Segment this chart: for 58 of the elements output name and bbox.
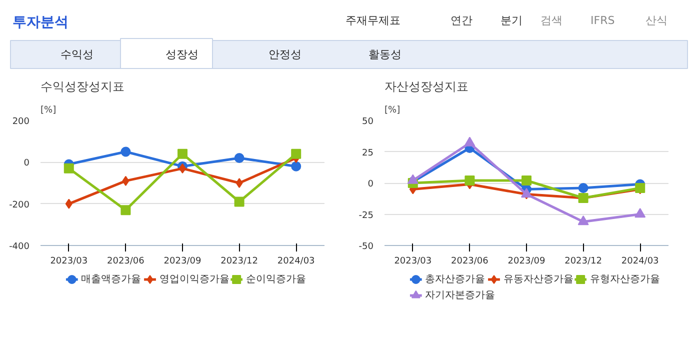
text: 성장성 — [166, 48, 198, 61]
legend-label: 영업이익증가율 — [159, 274, 230, 285]
point — [578, 183, 588, 193]
y-axis-title: [%] — [40, 106, 56, 116]
x-tick-label: 2023/12 — [220, 256, 258, 266]
text: 투자분석 — [12, 14, 68, 30]
point — [407, 174, 418, 184]
y-tick-label: 0 — [368, 180, 374, 190]
y-tick-label: -25 — [358, 210, 374, 221]
point — [236, 178, 243, 188]
legend-label: 총자산증가율 — [425, 274, 486, 285]
text: 분기 — [500, 14, 522, 27]
legend-label: 유형자산증가율 — [590, 274, 660, 285]
y-tick-label: 50 — [362, 117, 374, 127]
text: 활동성 — [368, 48, 402, 61]
point — [120, 146, 131, 157]
y-tick-label: -400 — [9, 242, 30, 252]
point — [634, 208, 646, 218]
y-tick-label: 200 — [12, 117, 30, 127]
point — [65, 198, 72, 209]
y-tick-label: 0 — [24, 158, 30, 169]
y-tick-label: 25 — [362, 148, 374, 158]
point — [234, 153, 244, 163]
text: 안정성 — [268, 48, 302, 61]
y-axis-title: [%] — [384, 106, 400, 116]
x-tick-label: 2024/03 — [621, 256, 659, 266]
x-tick-label: 2023/12 — [564, 256, 602, 266]
point — [464, 176, 475, 186]
chart-title: 자산성장성지표 — [384, 80, 468, 94]
point — [578, 215, 589, 226]
text: 수익성 — [60, 48, 94, 61]
y-tick-label: -200 — [9, 200, 30, 210]
x-tick-label: 2023/09 — [164, 256, 202, 266]
point — [522, 176, 532, 186]
text: 주재무제표 — [346, 14, 400, 27]
point — [234, 196, 244, 207]
x-tick-label: 2023/06 — [107, 256, 145, 266]
x-tick-label: 2024/03 — [277, 256, 315, 266]
point — [178, 148, 188, 159]
point — [120, 205, 131, 216]
text: 검색 — [540, 14, 562, 27]
x-tick-label: 2023/06 — [451, 256, 489, 266]
point — [291, 148, 302, 159]
legend-label: 유동자산증가율 — [503, 274, 574, 285]
point — [291, 161, 302, 172]
chart-title: 수익성장성지표 — [40, 80, 124, 94]
point — [122, 176, 130, 186]
x-tick-label: 2023/03 — [50, 256, 88, 266]
legend-label: 순이익증가율 — [246, 274, 306, 285]
x-tick-label: 2023/09 — [508, 256, 546, 266]
x-tick-label: 2023/03 — [394, 256, 432, 266]
point — [64, 163, 74, 174]
legend-label: 매출액증가율 — [81, 274, 142, 285]
text: 연간 — [450, 14, 472, 27]
text: 산식 — [646, 14, 668, 27]
legend-label: 자기자본증가율 — [425, 290, 496, 301]
text: IFRS — [590, 14, 615, 27]
y-tick-label: -50 — [358, 242, 374, 252]
